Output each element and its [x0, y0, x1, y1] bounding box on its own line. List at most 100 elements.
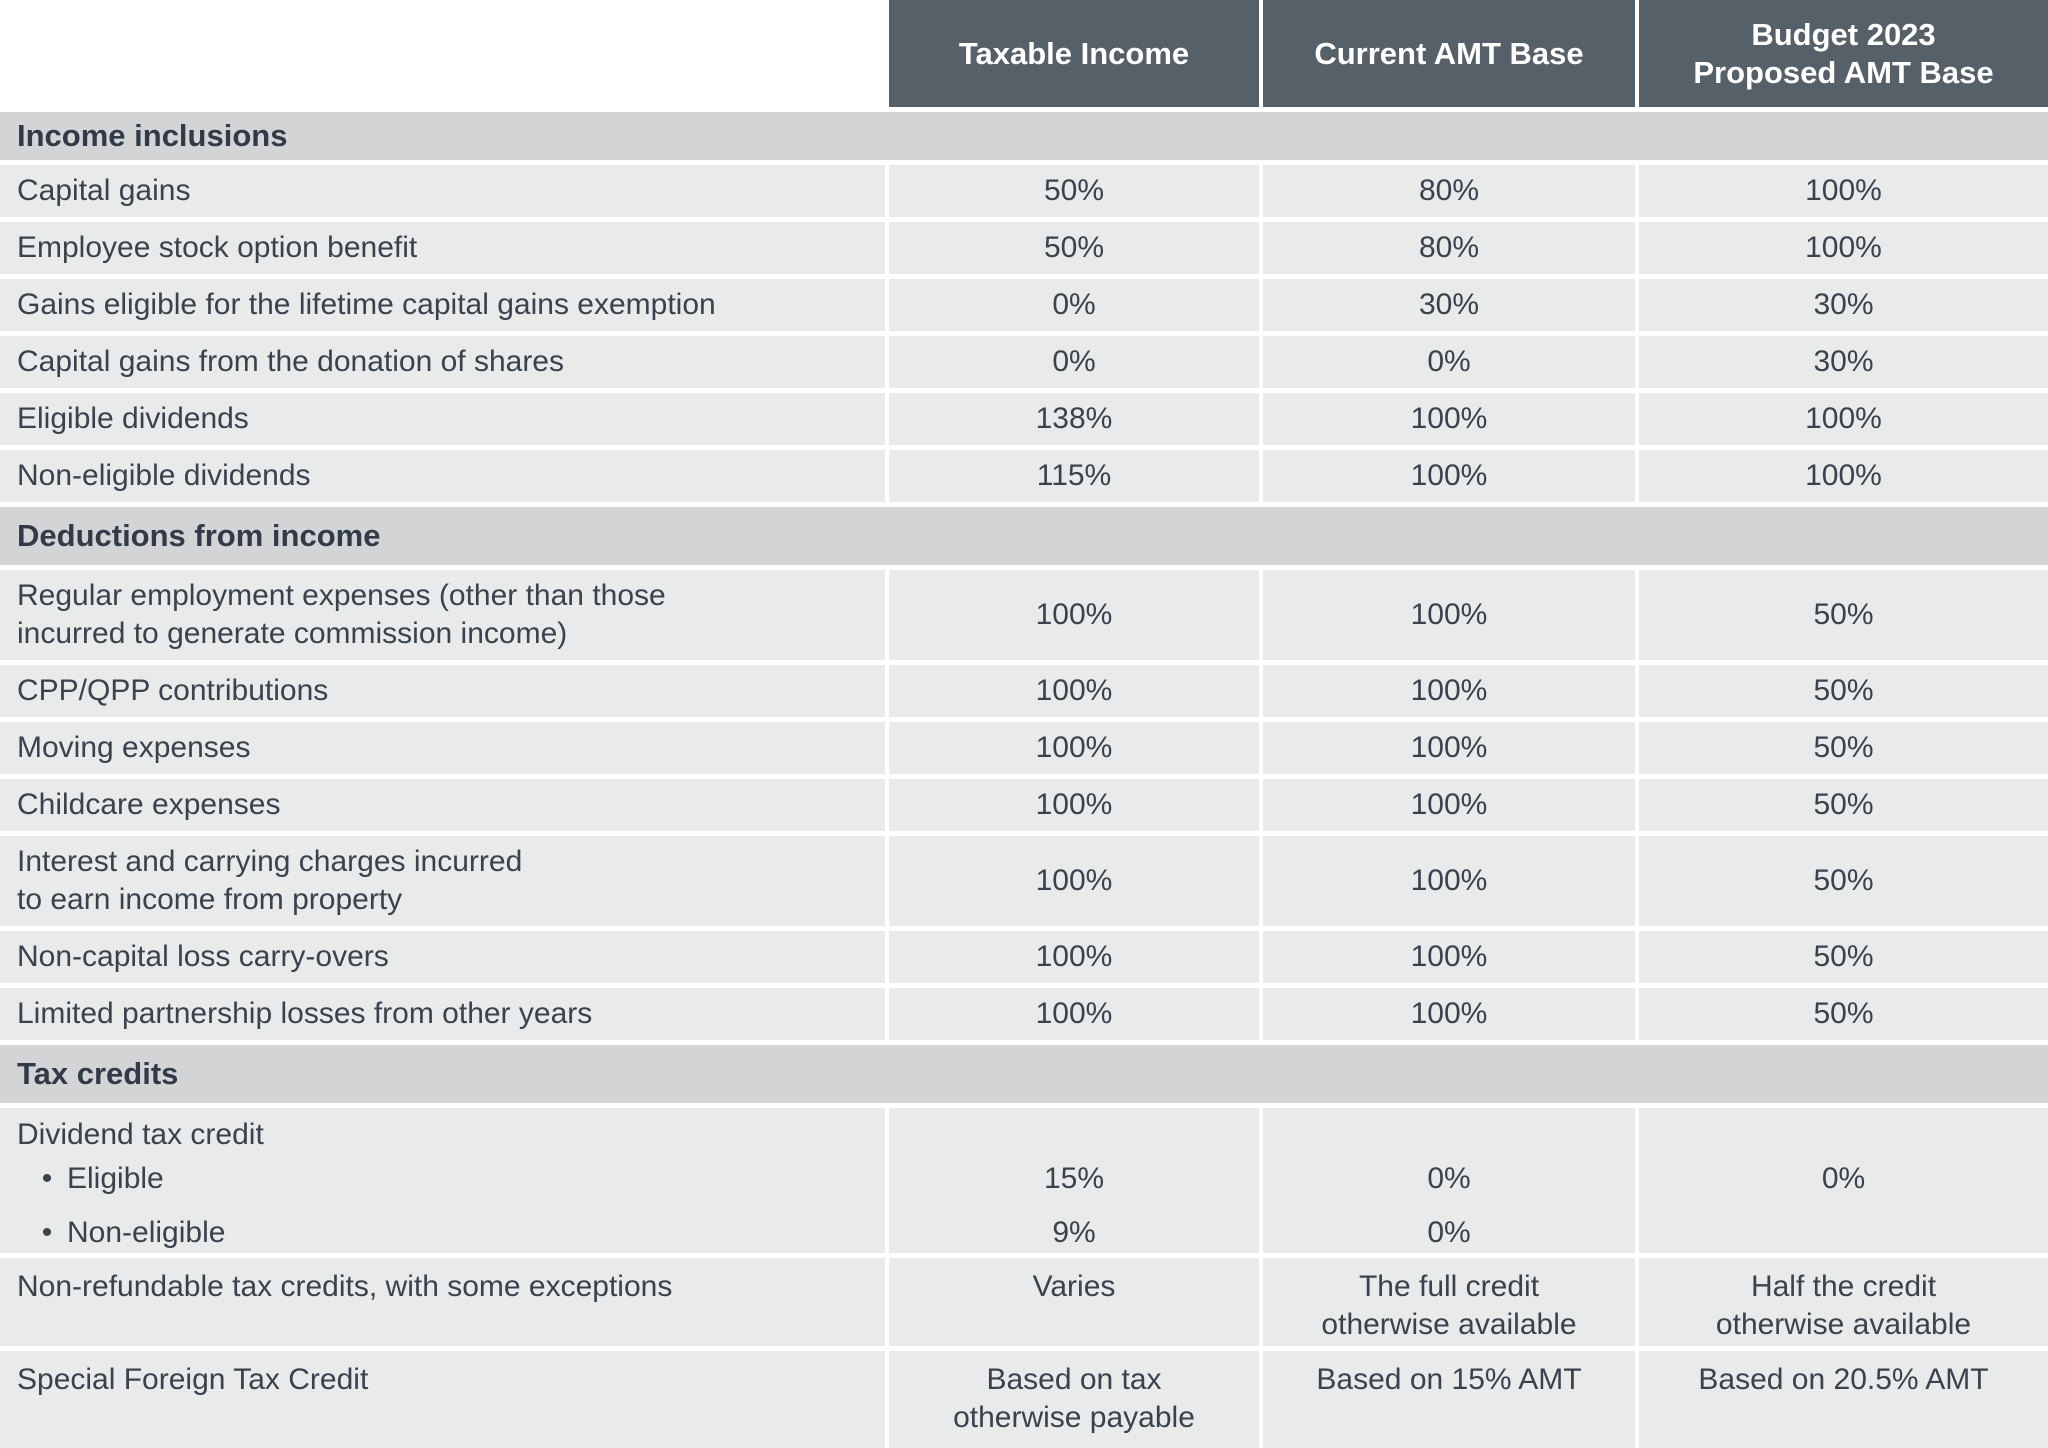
- cell-current-amt-base: 80%: [1263, 165, 1635, 217]
- cell-proposed-amt-base: 50%: [1639, 779, 2048, 831]
- row-label: CPP/QPP contributions: [0, 665, 885, 717]
- cell-taxable-income: 100%: [889, 931, 1259, 983]
- row-label: Non-refundable tax credits, with some ex…: [0, 1258, 885, 1346]
- table-row-eligible-dividends: Eligible dividends 138% 100% 100%: [0, 393, 2048, 445]
- cell-taxable-income: 15% 9%: [889, 1108, 1259, 1253]
- cell-proposed-amt-base: 0%: [1639, 1108, 2048, 1253]
- row-label: Gains eligible for the lifetime capital …: [0, 279, 885, 331]
- header-row: Taxable Income Current AMT Base Budget 2…: [0, 0, 2048, 107]
- cell-proposed-amt-base: 50%: [1639, 665, 2048, 717]
- cell-taxable-income: 100%: [889, 779, 1259, 831]
- row-label: Eligible dividends: [0, 393, 885, 445]
- row-label-text: Non-eligible dividends: [17, 459, 311, 492]
- section-header-deductions-from-income: Deductions from income: [0, 507, 2048, 565]
- cell-current-amt-base: 100%: [1263, 779, 1635, 831]
- cell-taxable-income: 0%: [889, 279, 1259, 331]
- table-row-cpp-qpp-contributions: CPP/QPP contributions 100% 100% 50%: [0, 665, 2048, 717]
- row-label-text: Limited partnership losses from other ye…: [17, 997, 593, 1030]
- cell-proposed-amt-base: 50%: [1639, 722, 2048, 774]
- cell-taxable-income: 100%: [889, 988, 1259, 1040]
- column-header-current-amt-base: Current AMT Base: [1263, 0, 1635, 107]
- table-row-non-refundable-tax-credits: Non-refundable tax credits, with some ex…: [0, 1258, 2048, 1346]
- row-label: Capital gains: [0, 165, 885, 217]
- cell-proposed-amt-base: Half the credit otherwise available: [1639, 1258, 2048, 1346]
- table-row-limited-partnership-losses: Limited partnership losses from other ye…: [0, 988, 2048, 1040]
- table-row-employee-stock-option-benefit: Employee stock option benefit 50% 80% 10…: [0, 222, 2048, 274]
- row-label: Non-eligible dividends: [0, 450, 885, 502]
- cell-current-amt-base: 100%: [1263, 450, 1635, 502]
- row-label-text: Moving expenses: [17, 731, 251, 764]
- cell-proposed-amt-base: Based on 20.5% AMT: [1639, 1351, 2048, 1448]
- column-header-label-line1: Budget 2023: [1751, 16, 1936, 52]
- cell-proposed-amt-base: 100%: [1639, 222, 2048, 274]
- row-label: Employee stock option benefit: [0, 222, 885, 274]
- cell-current-amt-base: 100%: [1263, 836, 1635, 926]
- row-label-text-line2: to earn income from property: [17, 883, 403, 916]
- cell-taxable-income: Based on tax otherwise payable: [889, 1351, 1259, 1448]
- cell-taxable-income: 100%: [889, 665, 1259, 717]
- row-label-text: Dividend tax credit: [17, 1118, 264, 1151]
- cell-proposed-amt-base: 50%: [1639, 836, 2048, 926]
- row-label-text: CPP/QPP contributions: [17, 674, 329, 707]
- table-row-non-eligible-dividends: Non-eligible dividends 115% 100% 100%: [0, 450, 2048, 502]
- table-row-childcare-expenses: Childcare expenses 100% 100% 50%: [0, 779, 2048, 831]
- row-label-text: Regular employment expenses (other than …: [17, 579, 666, 612]
- row-label-text: Non-refundable tax credits, with some ex…: [17, 1270, 673, 1303]
- cell-current-amt-base: 100%: [1263, 988, 1635, 1040]
- row-label-text: Capital gains: [17, 174, 191, 207]
- cell-current-amt-base: 100%: [1263, 570, 1635, 660]
- cell-current-amt-base: 30%: [1263, 279, 1635, 331]
- cell-taxable-income: 100%: [889, 836, 1259, 926]
- table-row-interest-and-carrying-charges: Interest and carrying charges incurred t…: [0, 836, 2048, 926]
- column-header-budget-2023-proposed-amt-base: Budget 2023 Proposed AMT Base: [1639, 0, 2048, 107]
- column-header-label: Taxable Income: [958, 35, 1190, 71]
- table-row-special-foreign-tax-credit: Special Foreign Tax Credit Based on tax …: [0, 1351, 2048, 1448]
- row-label-text: Capital gains from the donation of share…: [17, 345, 564, 378]
- row-label-text: Employee stock option benefit: [17, 231, 418, 264]
- column-header-label: Current AMT Base: [1314, 35, 1584, 71]
- cell-taxable-income: 138%: [889, 393, 1259, 445]
- bullet-icon: •: [41, 1216, 53, 1249]
- row-label: Childcare expenses: [0, 779, 885, 831]
- cell-taxable-income: 100%: [889, 570, 1259, 660]
- row-label-text: Childcare expenses: [17, 788, 281, 821]
- row-label-text: Gains eligible for the lifetime capital …: [17, 288, 716, 321]
- cell-proposed-amt-base: 30%: [1639, 279, 2048, 331]
- table-row-non-capital-loss-carry-overs: Non-capital loss carry-overs 100% 100% 5…: [0, 931, 2048, 983]
- row-label: Dividend tax credit • Eligible • Non-eligi…: [0, 1108, 885, 1253]
- cell-proposed-amt-base: 100%: [1639, 165, 2048, 217]
- cell-current-amt-base: 100%: [1263, 665, 1635, 717]
- row-label: Limited partnership losses from other ye…: [0, 988, 885, 1040]
- cell-taxable-income: 50%: [889, 165, 1259, 217]
- cell-taxable-income: 115%: [889, 450, 1259, 502]
- cell-proposed-amt-base: 30%: [1639, 336, 2048, 388]
- table-row-capital-gains: Capital gains 50% 80% 100%: [0, 165, 2048, 217]
- row-label: Capital gains from the donation of share…: [0, 336, 885, 388]
- bullet-item-eligible: • Eligible: [17, 1160, 865, 1198]
- bullet-item-non-eligible: • Non-eligible: [17, 1214, 865, 1252]
- header-spacer: [0, 0, 885, 107]
- row-label: Special Foreign Tax Credit: [0, 1351, 885, 1448]
- cell-current-amt-base: 100%: [1263, 722, 1635, 774]
- table-row-moving-expenses: Moving expenses 100% 100% 50%: [0, 722, 2048, 774]
- cell-current-amt-base: 0% 0%: [1263, 1108, 1635, 1253]
- column-header-label-line2: Proposed AMT Base: [1693, 54, 1994, 90]
- cell-taxable-income: 100%: [889, 722, 1259, 774]
- cell-current-amt-base: 100%: [1263, 393, 1635, 445]
- row-label: Regular employment expenses (other than …: [0, 570, 885, 660]
- row-label-text: Special Foreign Tax Credit: [17, 1363, 369, 1396]
- table-row-capital-gains-donation-of-shares: Capital gains from the donation of share…: [0, 336, 2048, 388]
- section-header-income-inclusions: Income inclusions: [0, 112, 2048, 160]
- cell-current-amt-base: The full credit otherwise available: [1263, 1258, 1635, 1346]
- cell-current-amt-base: 100%: [1263, 931, 1635, 983]
- cell-taxable-income: 50%: [889, 222, 1259, 274]
- table-row-dividend-tax-credit: Dividend tax credit • Eligible • Non-eligi…: [0, 1108, 2048, 1253]
- bullet-icon: •: [41, 1162, 53, 1195]
- cell-proposed-amt-base: 100%: [1639, 450, 2048, 502]
- row-label-text: Interest and carrying charges incurred: [17, 845, 523, 878]
- cell-current-amt-base: 0%: [1263, 336, 1635, 388]
- cell-taxable-income: Varies: [889, 1258, 1259, 1346]
- row-label-text: Eligible dividends: [17, 402, 249, 435]
- section-header-tax-credits: Tax credits: [0, 1045, 2048, 1103]
